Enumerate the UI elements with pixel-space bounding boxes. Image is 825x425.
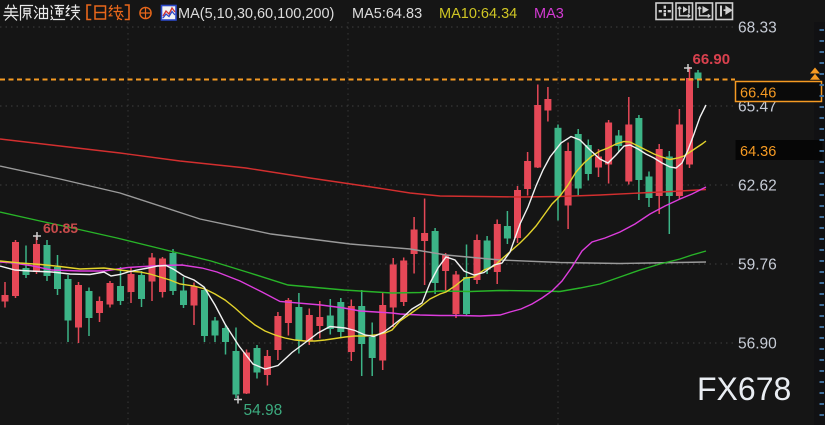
svg-text:MA(5,10,30,60,100,200): MA(5,10,30,60,100,200) [178,6,334,22]
svg-text:65.47: 65.47 [738,99,777,116]
svg-text:MA5:64.83: MA5:64.83 [352,6,422,22]
svg-text:68.33: 68.33 [738,20,777,37]
svg-text:62.62: 62.62 [738,178,777,195]
svg-text:59.76: 59.76 [738,257,777,274]
svg-text:54.98: 54.98 [244,402,283,419]
svg-text:56.90: 56.90 [738,336,777,353]
svg-text:64.36: 64.36 [740,144,776,160]
svg-text:MA10:64.34: MA10:64.34 [439,6,517,22]
svg-text:66.90: 66.90 [693,51,731,68]
svg-text:60.85: 60.85 [43,220,78,236]
svg-text:FX678: FX678 [697,371,791,407]
svg-text:MA3: MA3 [534,6,564,22]
svg-text:66.46: 66.46 [740,86,776,102]
